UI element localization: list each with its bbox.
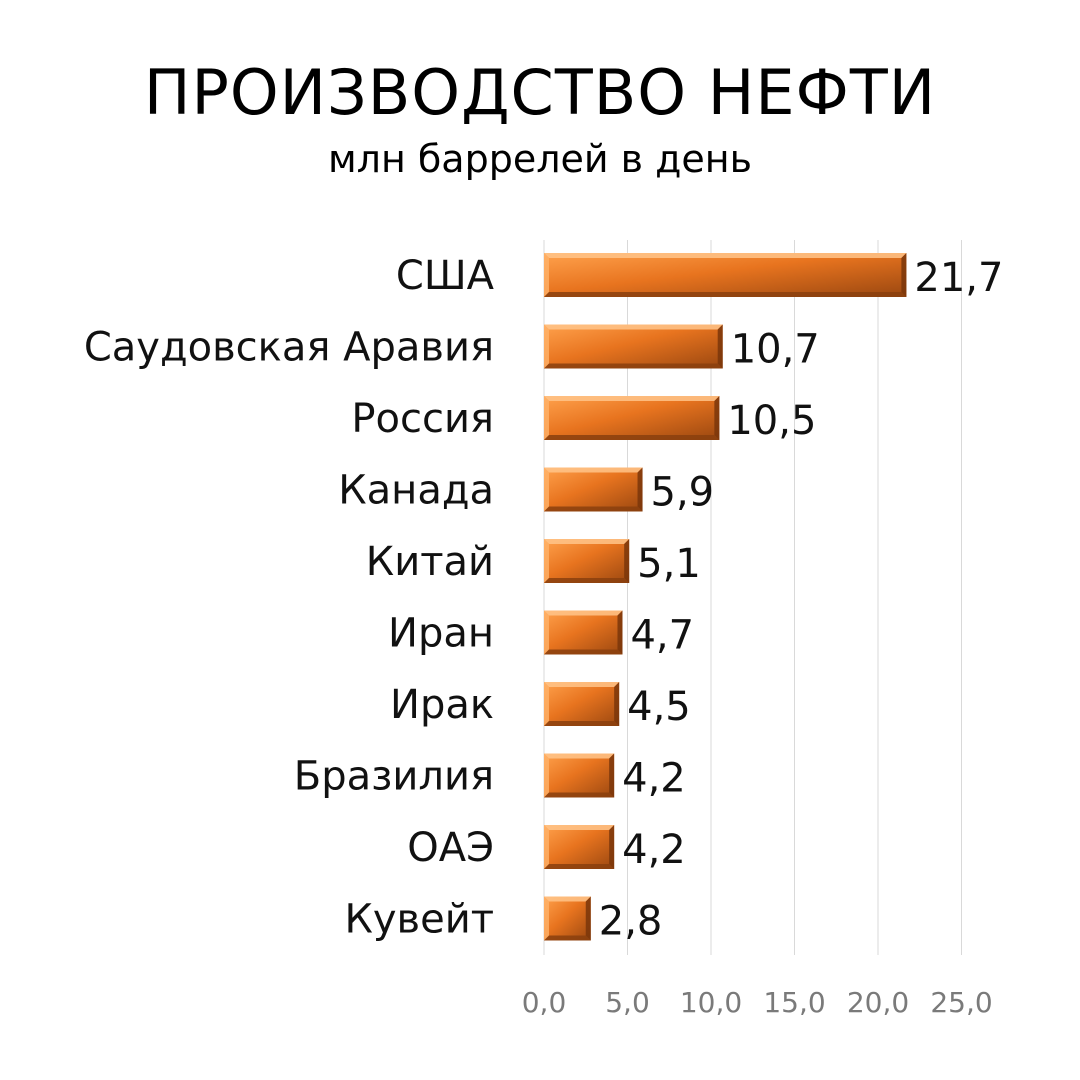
value-label: 4,7 xyxy=(630,613,694,659)
bar xyxy=(544,467,643,512)
x-tick-label: 25,0 xyxy=(930,986,992,1019)
category-label: Саудовская Аравия xyxy=(84,325,494,371)
value-label: 10,5 xyxy=(727,398,816,444)
bar xyxy=(544,253,907,297)
bar-bevel-right xyxy=(717,324,723,369)
bar-bevel-left xyxy=(544,825,549,869)
category-label: Китай xyxy=(366,539,494,585)
category-label: Бразилия xyxy=(294,754,494,800)
bar-bevel-top xyxy=(544,610,623,616)
bar-group xyxy=(544,396,720,440)
bar-bevel-right xyxy=(609,825,615,869)
bar-group xyxy=(544,753,615,798)
bar xyxy=(544,324,723,369)
category-label: Кувейт xyxy=(344,897,494,943)
category-label: Иран xyxy=(388,611,494,657)
bar-bevel-left xyxy=(544,610,549,655)
bar-group xyxy=(544,253,907,297)
bar-bevel-top xyxy=(544,324,723,330)
category-label: Россия xyxy=(351,396,494,442)
value-label: 10,7 xyxy=(731,327,820,373)
bar-bevel-left xyxy=(544,253,549,297)
bar-bevel-right xyxy=(624,539,630,583)
bar-bevel-left xyxy=(544,682,549,726)
bar-bevel-top xyxy=(544,896,591,902)
bar xyxy=(544,539,630,583)
bar-bevel-right xyxy=(714,396,720,440)
bar-bevel-left xyxy=(544,539,549,583)
bar-bevel-top xyxy=(544,253,907,258)
x-tick-label: 5,0 xyxy=(605,986,650,1019)
bar-group xyxy=(544,896,591,941)
bar xyxy=(544,682,620,726)
x-tick-label: 20,0 xyxy=(847,986,909,1019)
bar-bevel-bottom xyxy=(544,292,907,297)
bar-bevel-top xyxy=(544,682,620,687)
bar-bevel-bottom xyxy=(544,864,615,869)
category-label: Канада xyxy=(338,468,494,514)
value-label: 2,8 xyxy=(599,899,663,945)
x-axis-ticks: 0,0 5,0 10,0 15,0 20,0 25,0 xyxy=(522,986,993,1019)
value-label: 4,2 xyxy=(622,827,686,873)
bars xyxy=(544,253,907,941)
chart-subtitle: млн баррелей в день xyxy=(327,137,753,181)
bar-bevel-left xyxy=(544,753,549,798)
bar xyxy=(544,396,720,440)
bar-group xyxy=(544,610,623,655)
value-label: 21,7 xyxy=(914,255,1003,301)
value-label: 5,1 xyxy=(637,541,701,587)
bar-bevel-bottom xyxy=(544,721,620,726)
bar-group xyxy=(544,825,615,869)
bar-bevel-bottom xyxy=(544,506,643,512)
x-tick-label: 0,0 xyxy=(522,986,567,1019)
bar-group xyxy=(544,467,643,512)
bar-bevel-bottom xyxy=(544,578,630,583)
bar-bevel-right xyxy=(609,753,615,798)
bar-bevel-bottom xyxy=(544,935,591,941)
value-label: 4,2 xyxy=(622,756,686,802)
bar-bevel-right xyxy=(617,610,623,655)
bar-bevel-bottom xyxy=(544,649,623,655)
bar xyxy=(544,610,623,655)
bar-bevel-top xyxy=(544,467,643,473)
value-label: 4,5 xyxy=(627,684,691,730)
category-label: ОАЭ xyxy=(407,825,494,871)
bar-bevel-right xyxy=(614,682,620,726)
bar-bevel-bottom xyxy=(544,363,723,369)
labels: США 21,7 Саудовская Аравия 10,7 Россия 10,5 Ка… xyxy=(84,253,1004,945)
bar-bevel-left xyxy=(544,324,549,369)
bar-bevel-left xyxy=(544,896,549,941)
bar-bevel-right xyxy=(585,896,591,941)
bar-bevel-bottom xyxy=(544,435,720,440)
bar-group xyxy=(544,682,620,726)
bar-bevel-top xyxy=(544,753,615,759)
bar-bevel-right xyxy=(637,467,643,512)
bar-bevel-right xyxy=(901,253,907,297)
value-label: 5,9 xyxy=(651,470,715,516)
chart-title: ПРОИЗВОДСТВО НЕФТИ xyxy=(143,56,937,129)
bar-group xyxy=(544,324,723,369)
category-label: Ирак xyxy=(390,682,494,728)
bar xyxy=(544,753,615,798)
x-tick-label: 10,0 xyxy=(680,986,742,1019)
bar-group xyxy=(544,539,630,583)
bar-bevel-top xyxy=(544,539,630,544)
bar xyxy=(544,825,615,869)
bar-bevel-left xyxy=(544,467,549,512)
bar-bevel-top xyxy=(544,396,720,401)
bar-bevel-top xyxy=(544,825,615,830)
bar-bevel-left xyxy=(544,396,549,440)
bar xyxy=(544,896,591,941)
bar-bevel-bottom xyxy=(544,792,615,798)
category-label: США xyxy=(396,253,495,299)
x-tick-label: 15,0 xyxy=(763,986,825,1019)
